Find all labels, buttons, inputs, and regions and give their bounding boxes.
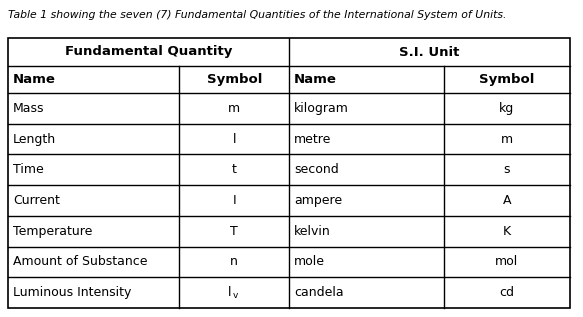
Text: kelvin: kelvin [294,225,331,238]
Text: s: s [504,163,510,176]
Text: I: I [233,194,236,207]
Text: A: A [503,194,511,207]
Text: l: l [233,133,236,146]
Text: candela: candela [294,286,343,299]
Text: kg: kg [499,102,514,115]
Text: Current: Current [13,194,60,207]
Text: Table 1 showing the seven (7) Fundamental Quantities of the International System: Table 1 showing the seven (7) Fundamenta… [8,10,507,20]
Text: Symbol: Symbol [206,73,262,86]
Text: Fundamental Quantity: Fundamental Quantity [65,46,232,59]
Text: ampere: ampere [294,194,342,207]
Text: m: m [501,133,513,146]
Text: mol: mol [495,256,518,268]
Text: Name: Name [294,73,337,86]
Text: K: K [503,225,511,238]
Text: Luminous Intensity: Luminous Intensity [13,286,131,299]
Text: l: l [228,286,231,299]
Text: metre: metre [294,133,331,146]
Text: Time: Time [13,163,44,176]
Text: Temperature: Temperature [13,225,92,238]
Text: Mass: Mass [13,102,44,115]
Text: second: second [294,163,339,176]
Text: m: m [228,102,240,115]
Text: kilogram: kilogram [294,102,349,115]
Text: v: v [233,291,238,300]
Text: Name: Name [13,73,56,86]
Text: mole: mole [294,256,325,268]
Text: S.I. Unit: S.I. Unit [399,46,459,59]
Bar [8,38,570,308]
Text: T: T [230,225,238,238]
Text: n: n [230,256,238,268]
Text: cd: cd [499,286,514,299]
Text: t: t [232,163,237,176]
Text: Symbol: Symbol [479,73,535,86]
Text: Amount of Substance: Amount of Substance [13,256,147,268]
Text: Length: Length [13,133,56,146]
Bar [8,38,570,308]
